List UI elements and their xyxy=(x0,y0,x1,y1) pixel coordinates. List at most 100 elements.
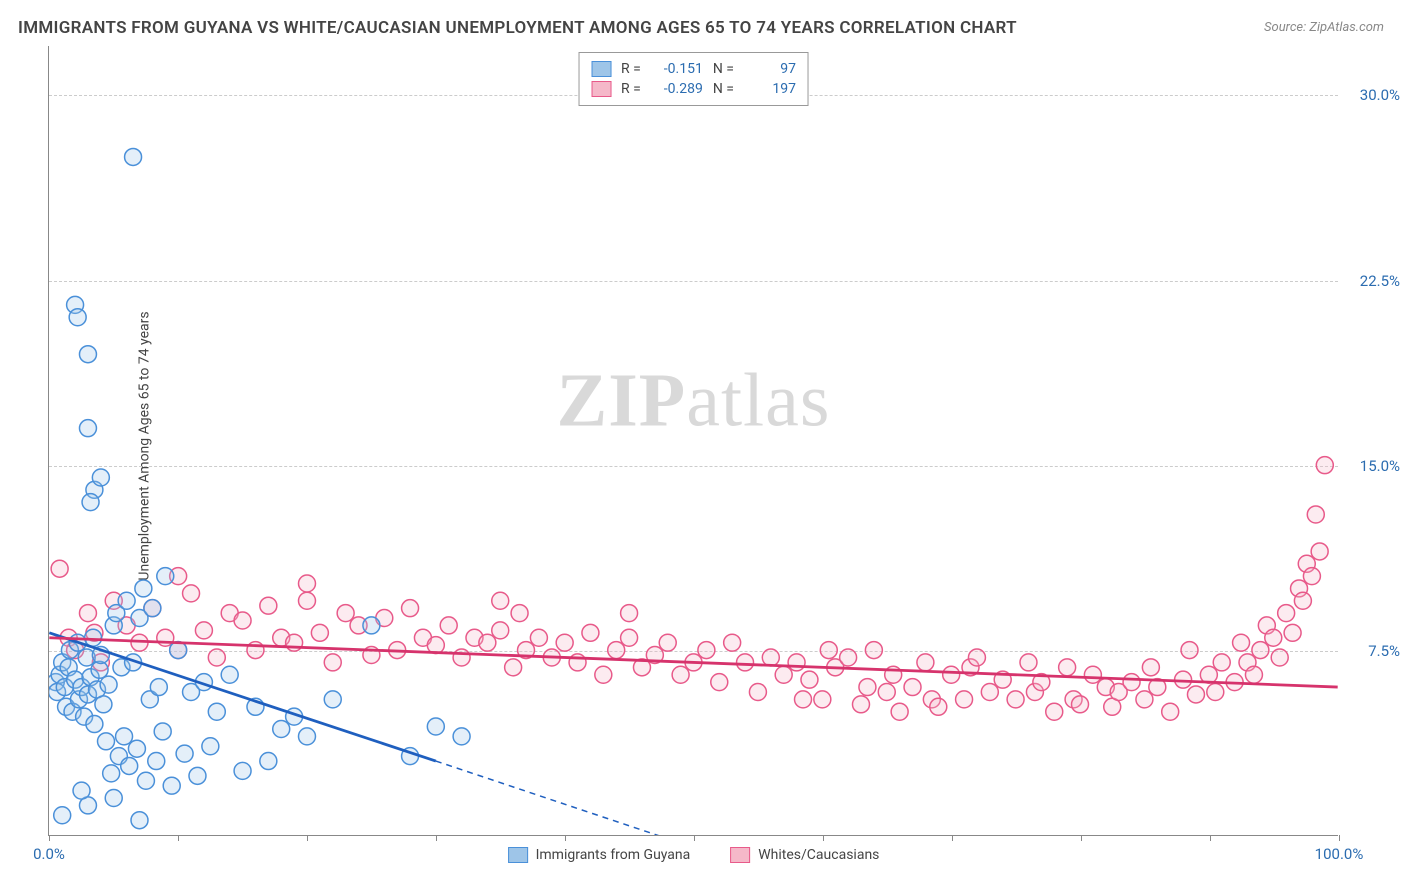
data-point xyxy=(1284,624,1301,641)
x-tick xyxy=(49,835,50,841)
data-point xyxy=(51,560,68,577)
correlation-legend: R = -0.151 N = 97 R = -0.289 N = 197 xyxy=(578,52,809,106)
data-point xyxy=(1245,666,1262,683)
data-point xyxy=(69,309,86,326)
data-point xyxy=(1294,592,1311,609)
data-point xyxy=(737,654,754,671)
data-point xyxy=(981,684,998,701)
data-point xyxy=(73,782,90,799)
data-point xyxy=(1233,634,1250,651)
data-point xyxy=(116,728,133,745)
data-point xyxy=(118,592,135,609)
n-value-series1: 97 xyxy=(744,61,796,77)
x-tick xyxy=(823,835,824,841)
data-point xyxy=(86,716,103,733)
x-tick xyxy=(178,835,179,841)
data-point xyxy=(556,634,573,651)
data-point xyxy=(208,703,225,720)
data-point xyxy=(299,728,316,745)
data-point xyxy=(820,642,837,659)
data-point xyxy=(324,654,341,671)
x-tick xyxy=(436,835,437,841)
data-point xyxy=(125,148,142,165)
data-point xyxy=(1136,691,1153,708)
x-tick xyxy=(694,835,695,841)
data-point xyxy=(131,812,148,829)
data-point xyxy=(311,624,328,641)
r-value-series2: -0.289 xyxy=(651,81,703,97)
data-point xyxy=(324,691,341,708)
legend-label-series2: Whites/Caucasians xyxy=(758,847,879,863)
data-point xyxy=(582,624,599,641)
series-legend: Immigrants from Guyana Whites/Caucasians xyxy=(508,847,880,863)
data-point xyxy=(1278,605,1295,622)
data-point xyxy=(176,745,193,762)
x-tick-label: 100.0% xyxy=(1315,845,1364,863)
x-tick xyxy=(952,835,953,841)
data-point xyxy=(234,762,251,779)
data-point xyxy=(788,654,805,671)
swatch-bottom-series1 xyxy=(508,847,528,863)
chart-plot-area: ZIPatlas R = -0.151 N = 97 R = -0.289 N … xyxy=(48,46,1338,836)
data-point xyxy=(1311,543,1328,560)
data-point xyxy=(621,605,638,622)
trend-line-extension xyxy=(436,761,694,835)
scatter-svg xyxy=(49,46,1338,835)
n-label: N = xyxy=(713,81,734,97)
data-point xyxy=(453,728,470,745)
swatch-series1 xyxy=(591,61,611,77)
data-point xyxy=(154,723,171,740)
data-point xyxy=(121,757,138,774)
data-point xyxy=(150,679,167,696)
data-point xyxy=(1187,686,1204,703)
data-point xyxy=(440,617,457,634)
data-point xyxy=(917,654,934,671)
r-value-series1: -0.151 xyxy=(651,61,703,77)
source-attribution: Source: ZipAtlas.com xyxy=(1264,20,1384,35)
data-point xyxy=(608,642,625,659)
data-point xyxy=(711,674,728,691)
data-point xyxy=(801,671,818,688)
data-point xyxy=(1207,684,1224,701)
data-point xyxy=(1162,703,1179,720)
data-point xyxy=(878,684,895,701)
legend-row-series1: R = -0.151 N = 97 xyxy=(591,59,796,79)
data-point xyxy=(79,346,96,363)
data-point xyxy=(221,666,238,683)
data-point xyxy=(79,605,96,622)
data-point xyxy=(1307,506,1324,523)
data-point xyxy=(105,790,122,807)
data-point xyxy=(852,696,869,713)
data-point xyxy=(453,649,470,666)
data-point xyxy=(511,605,528,622)
data-point xyxy=(672,666,689,683)
data-point xyxy=(1181,642,1198,659)
data-point xyxy=(299,592,316,609)
data-point xyxy=(795,691,812,708)
x-tick xyxy=(565,835,566,841)
data-point xyxy=(402,600,419,617)
x-tick xyxy=(1339,835,1340,841)
n-label: N = xyxy=(713,61,734,77)
data-point xyxy=(724,634,741,651)
data-point xyxy=(775,666,792,683)
data-point xyxy=(208,649,225,666)
data-point xyxy=(1084,666,1101,683)
data-point xyxy=(859,679,876,696)
r-label: R = xyxy=(621,61,641,77)
data-point xyxy=(260,753,277,770)
data-point xyxy=(337,605,354,622)
data-point xyxy=(956,691,973,708)
data-point xyxy=(183,585,200,602)
data-point xyxy=(1059,659,1076,676)
x-tick-label: 0.0% xyxy=(33,845,65,863)
data-point xyxy=(92,469,109,486)
legend-item-series1: Immigrants from Guyana xyxy=(508,847,691,863)
data-point xyxy=(85,629,102,646)
data-point xyxy=(505,659,522,676)
x-tick xyxy=(1210,835,1211,841)
data-point xyxy=(1046,703,1063,720)
data-point xyxy=(621,629,638,646)
n-value-series2: 197 xyxy=(744,81,796,97)
data-point xyxy=(79,420,96,437)
